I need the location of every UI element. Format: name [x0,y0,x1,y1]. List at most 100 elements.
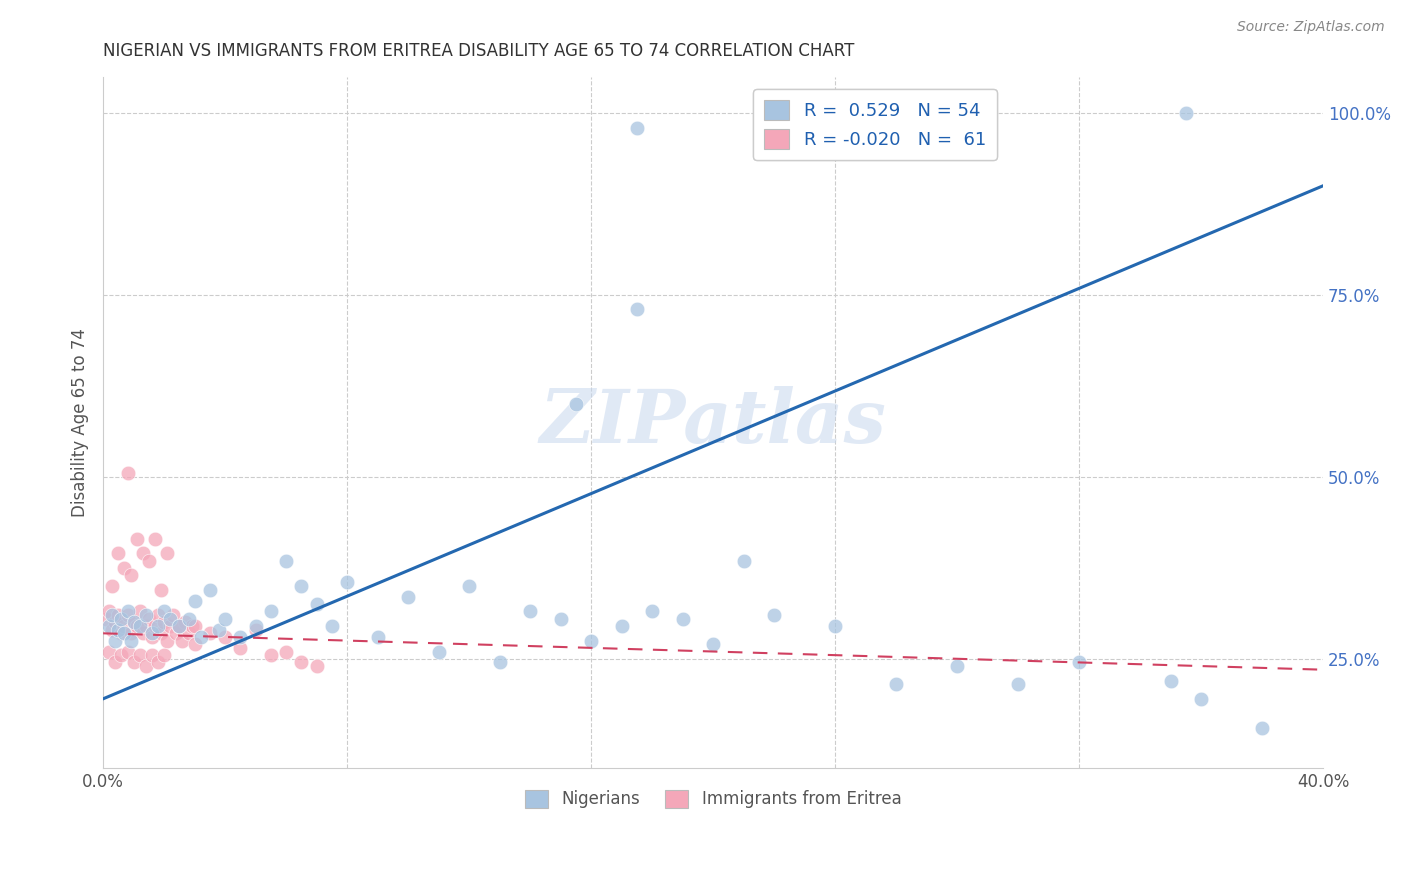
Point [626,302,648,317]
Point [565,397,588,411]
Point [183,619,205,633]
Point [120,626,142,640]
Point [98,605,121,619]
Point [114,626,136,640]
Point [117,467,139,481]
Point [336,575,359,590]
Point [169,619,191,633]
Point [427,644,450,658]
Point [141,648,163,662]
Text: NIGERIAN VS IMMIGRANTS FROM ERITREA DISABILITY AGE 65 TO 74 CORRELATION CHART: NIGERIAN VS IMMIGRANTS FROM ERITREA DISA… [103,42,855,60]
Point [138,612,160,626]
Point [125,532,148,546]
Point [641,605,664,619]
Point [1189,691,1212,706]
Point [96,612,118,626]
Point [135,608,157,623]
Point [198,582,221,597]
Point [135,659,157,673]
Point [122,615,145,630]
Point [946,659,969,673]
Point [260,648,283,662]
Point [122,656,145,670]
Point [1007,677,1029,691]
Point [367,630,389,644]
Point [101,623,124,637]
Point [610,619,633,633]
Point [1174,106,1197,120]
Point [824,619,846,633]
Point [174,615,197,630]
Point [141,630,163,644]
Point [146,656,169,670]
Point [305,597,328,611]
Point [180,619,202,633]
Point [169,619,191,633]
Point [276,553,298,567]
Point [519,605,541,619]
Point [146,608,169,623]
Point [117,644,139,658]
Point [98,644,121,658]
Point [702,637,724,651]
Point [153,615,176,630]
Point [110,626,132,640]
Point [122,615,145,630]
Point [107,608,129,623]
Point [114,561,136,575]
Point [125,619,148,633]
Point [229,630,252,644]
Point [458,579,481,593]
Text: Source: ZipAtlas.com: Source: ZipAtlas.com [1237,20,1385,34]
Point [117,608,139,623]
Point [101,608,124,623]
Point [214,630,236,644]
Point [245,619,267,633]
Point [198,626,221,640]
Point [290,579,312,593]
Point [177,626,200,640]
Point [177,612,200,626]
Point [884,677,907,691]
Point [1160,673,1182,688]
Point [733,553,755,567]
Text: ZIPatlas: ZIPatlas [540,386,887,458]
Point [150,582,173,597]
Point [305,659,328,673]
Point [165,626,187,640]
Point [626,120,648,135]
Point [117,605,139,619]
Point [110,612,132,626]
Point [128,619,150,633]
Point [396,590,419,604]
Point [153,648,176,662]
Point [146,619,169,633]
Point [120,633,142,648]
Point [128,648,150,662]
Point [101,579,124,593]
Point [488,656,510,670]
Point [172,633,194,648]
Point [550,612,572,626]
Point [260,605,283,619]
Point [276,644,298,658]
Point [138,553,160,567]
Point [114,619,136,633]
Point [153,605,176,619]
Point [150,626,173,640]
Point [132,626,155,640]
Legend: Nigerians, Immigrants from Eritrea: Nigerians, Immigrants from Eritrea [517,783,908,815]
Point [98,619,121,633]
Y-axis label: Disability Age 65 to 74: Disability Age 65 to 74 [72,328,89,516]
Point [290,656,312,670]
Point [159,619,181,633]
Point [190,630,212,644]
Point [128,605,150,619]
Point [1069,656,1091,670]
Point [1251,721,1274,735]
Point [245,623,267,637]
Point [143,532,166,546]
Point [229,640,252,655]
Point [110,648,132,662]
Point [120,568,142,582]
